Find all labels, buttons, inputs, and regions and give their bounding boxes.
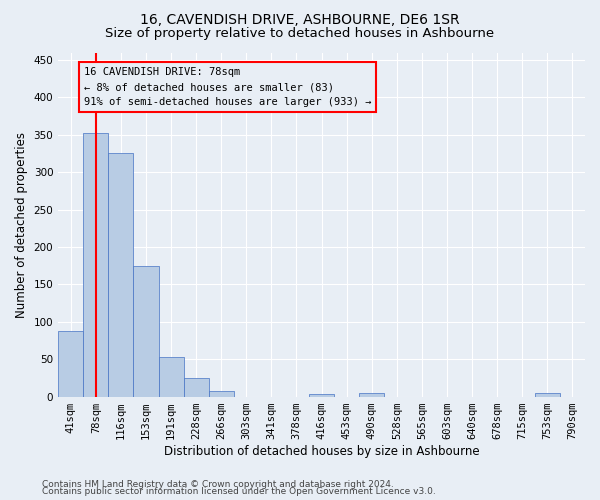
Bar [83,132,109,396]
Bar [209,390,234,396]
Bar [184,378,209,396]
Bar [158,357,184,397]
Bar [535,393,560,396]
Bar [309,394,334,396]
Text: 16 CAVENDISH DRIVE: 78sqm
← 8% of detached houses are smaller (83)
91% of semi-d: 16 CAVENDISH DRIVE: 78sqm ← 8% of detach… [84,68,371,107]
Text: Size of property relative to detached houses in Ashbourne: Size of property relative to detached ho… [106,28,494,40]
Text: 16, CAVENDISH DRIVE, ASHBOURNE, DE6 1SR: 16, CAVENDISH DRIVE, ASHBOURNE, DE6 1SR [140,12,460,26]
Bar [133,266,158,396]
Bar [58,331,83,396]
Y-axis label: Number of detached properties: Number of detached properties [15,132,28,318]
Bar [109,154,133,396]
Text: Contains HM Land Registry data © Crown copyright and database right 2024.: Contains HM Land Registry data © Crown c… [42,480,394,489]
Bar [359,393,385,396]
X-axis label: Distribution of detached houses by size in Ashbourne: Distribution of detached houses by size … [164,444,479,458]
Text: Contains public sector information licensed under the Open Government Licence v3: Contains public sector information licen… [42,487,436,496]
